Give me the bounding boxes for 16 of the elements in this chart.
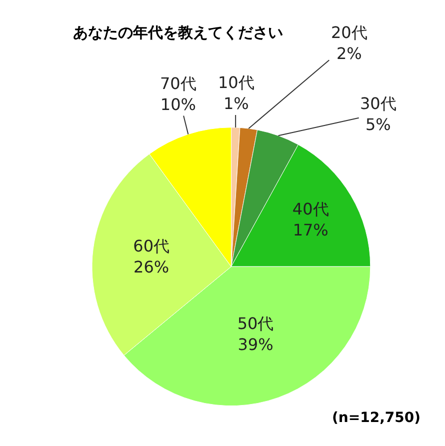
- slice-label: 10代: [218, 73, 254, 92]
- data-label: 1%: [223, 94, 249, 113]
- slice-label: 30代: [360, 94, 396, 113]
- data-label: 26%: [134, 257, 170, 276]
- data-label: 39%: [238, 334, 274, 354]
- data-label: 2%: [336, 44, 362, 63]
- data-label: 10%: [160, 94, 196, 114]
- text: (n=12,750): [332, 410, 421, 426]
- slice-label: 50代: [237, 314, 274, 334]
- slice-label: 70代: [160, 74, 196, 93]
- slice-label: 20代: [331, 23, 368, 42]
- slice-label: 40代: [292, 200, 329, 219]
- data-label: 5%: [365, 114, 391, 134]
- chart-title: あなたの年代を教えてください: [73, 23, 283, 42]
- slice-label: 60代: [133, 236, 170, 256]
- data-label: 17%: [292, 220, 328, 240]
